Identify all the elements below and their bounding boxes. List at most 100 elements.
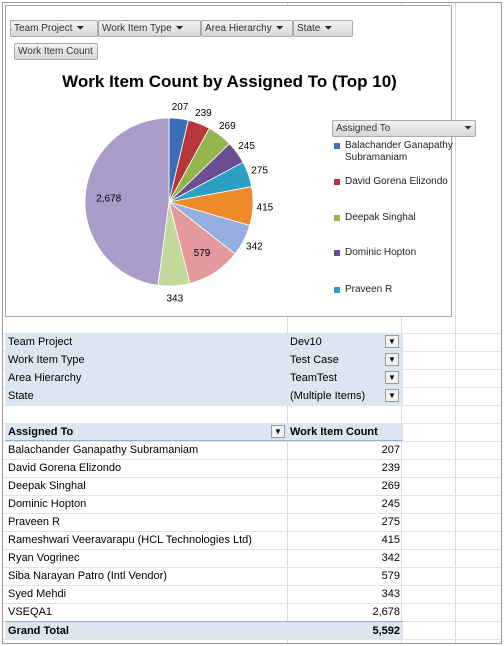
legend-item: Praveen R	[334, 284, 456, 296]
filter-value-text: Dev10	[290, 336, 322, 348]
filter-dropdown-button[interactable]: ▼	[385, 335, 399, 348]
assigned-to-cell[interactable]: Siba Narayan Patro (Intl Vendor)	[8, 570, 167, 582]
filter-dropdown-button[interactable]: ▼	[385, 371, 399, 384]
slice-data-label: 342	[246, 241, 263, 252]
work-item-count-cell[interactable]: 207	[381, 444, 400, 456]
filter-icon: ⏷	[464, 123, 472, 134]
legend-label: Dominic Hopton	[345, 247, 417, 258]
legend-item: David Gorena Elizondo	[334, 176, 456, 188]
gridline	[3, 495, 501, 496]
legend-field-button[interactable]: Assigned To ⏷	[332, 120, 476, 137]
grand-total-value: 5,592	[287, 621, 403, 639]
work-item-count-cell[interactable]: 342	[381, 552, 400, 564]
work-item-count-cell[interactable]: 579	[381, 570, 400, 582]
grand-total-label: Grand Total	[5, 621, 287, 639]
gridline	[3, 567, 501, 568]
field-button-label: Area Hierarchy	[205, 23, 272, 34]
gridline	[3, 513, 501, 514]
filter-value[interactable]: (Multiple Items)	[287, 387, 403, 405]
pivot-chart[interactable]: Team Project ⏷ Work Item Type ⏷ Area Hiera…	[5, 5, 476, 318]
filter-dropdown-button[interactable]: ▼	[385, 353, 399, 366]
slice-data-label: 245	[238, 141, 255, 152]
gridline	[3, 459, 501, 460]
work-item-count-cell[interactable]: 269	[381, 480, 400, 492]
legend-label: David Gorena Elizondo	[345, 176, 448, 187]
field-button-label: State	[297, 23, 321, 34]
field-button-label: Team Project	[14, 23, 73, 34]
filter-value-text: Test Case	[290, 354, 339, 366]
filter-value[interactable]: Dev10	[287, 333, 403, 351]
work-item-count-cell[interactable]: 245	[381, 498, 400, 510]
legend-swatch	[334, 143, 340, 149]
legend-item: Balachander Ganapathy Subramaniam	[334, 140, 456, 164]
gridline	[3, 603, 501, 604]
filter-label: Team Project	[5, 333, 287, 351]
work-item-count-cell[interactable]: 415	[381, 534, 400, 546]
chart-filter-area-hierarchy[interactable]: Area Hierarchy ⏷	[201, 20, 293, 37]
filter-icon: ⏷	[175, 23, 184, 34]
assigned-to-cell[interactable]: Syed Mehdi	[8, 588, 67, 600]
field-button-label: Work Item Type	[102, 23, 172, 34]
chart-filter-team-project[interactable]: Team Project ⏷	[10, 20, 98, 37]
assigned-to-cell[interactable]: VSEQA1	[8, 606, 53, 618]
slice-data-label: 579	[194, 248, 211, 259]
gridline	[3, 531, 501, 532]
row-label-filter-button[interactable]: ▼	[271, 425, 285, 438]
assigned-to-cell[interactable]: Praveen R	[8, 516, 60, 528]
filter-label: Area Hierarchy	[5, 369, 287, 387]
filter-icon: ⏷	[275, 23, 284, 34]
work-item-count-cell[interactable]: 2,678	[372, 606, 400, 618]
legend-swatch	[334, 287, 340, 293]
gridline	[455, 3, 456, 643]
legend-label: Praveen R	[345, 284, 393, 295]
filter-dropdown-button[interactable]: ▼	[385, 389, 399, 402]
assigned-to-cell[interactable]: Rameshwari Veeravarapu (HCL Technologies…	[8, 534, 252, 546]
assigned-to-cell[interactable]: Balachander Ganapathy Subramaniam	[8, 444, 199, 456]
pie-slice[interactable]	[84, 117, 170, 286]
gridline	[3, 639, 501, 640]
filter-icon: ⏷	[324, 23, 333, 34]
slice-data-label: 2,678	[96, 194, 121, 205]
legend-item: Dominic Hopton	[334, 247, 456, 259]
slice-data-label: 269	[219, 121, 236, 132]
assigned-to-cell[interactable]: Deepak Singhal	[8, 480, 86, 492]
filter-value-text: TeamTest	[290, 372, 338, 384]
value-header: Work Item Count	[287, 423, 403, 441]
filter-icon: ⏷	[76, 23, 85, 34]
chart-value-field-button[interactable]: Work Item Count	[14, 43, 98, 60]
row-label-header: Assigned To	[5, 423, 287, 441]
slice-data-label: 207	[172, 102, 189, 113]
filter-value-text: (Multiple Items)	[290, 390, 366, 402]
assigned-to-cell[interactable]: Ryan Vogrinec	[8, 552, 80, 564]
assigned-to-cell[interactable]: Dominic Hopton	[8, 498, 87, 510]
chart-legend: Assigned To ⏷ Balachander Ganapathy Subr…	[332, 120, 476, 295]
slice-data-label: 275	[251, 166, 268, 177]
work-item-count-cell[interactable]: 343	[381, 588, 400, 600]
chart-filter-state[interactable]: State ⏷	[293, 20, 353, 37]
legend-swatch	[334, 215, 340, 221]
filter-value[interactable]: TeamTest	[287, 369, 403, 387]
gridline	[3, 405, 501, 406]
value-button-label: Work Item Count	[18, 46, 93, 57]
work-item-count-cell[interactable]: 275	[381, 516, 400, 528]
work-item-count-cell[interactable]: 239	[381, 462, 400, 474]
filter-label: State	[5, 387, 287, 405]
slice-data-label: 415	[257, 202, 274, 213]
assigned-to-cell[interactable]: David Gorena Elizondo	[8, 462, 122, 474]
spreadsheet: Team Project ⏷ Work Item Type ⏷ Area Hiera…	[3, 3, 501, 643]
chart-filter-work-item-type[interactable]: Work Item Type ⏷	[98, 20, 201, 37]
gridline	[3, 585, 501, 586]
legend-item: Deepak Singhal	[334, 212, 456, 224]
legend-swatch	[334, 179, 340, 185]
gridline	[287, 3, 288, 643]
gridline	[3, 441, 501, 442]
slice-data-label: 343	[166, 293, 183, 304]
gridline	[401, 3, 402, 643]
filter-value[interactable]: Test Case	[287, 351, 403, 369]
chart-title: Work Item Count by Assigned To (Top 10)	[62, 72, 397, 91]
gridline	[3, 549, 501, 550]
legend-swatch	[334, 250, 340, 256]
gridline	[3, 477, 501, 478]
